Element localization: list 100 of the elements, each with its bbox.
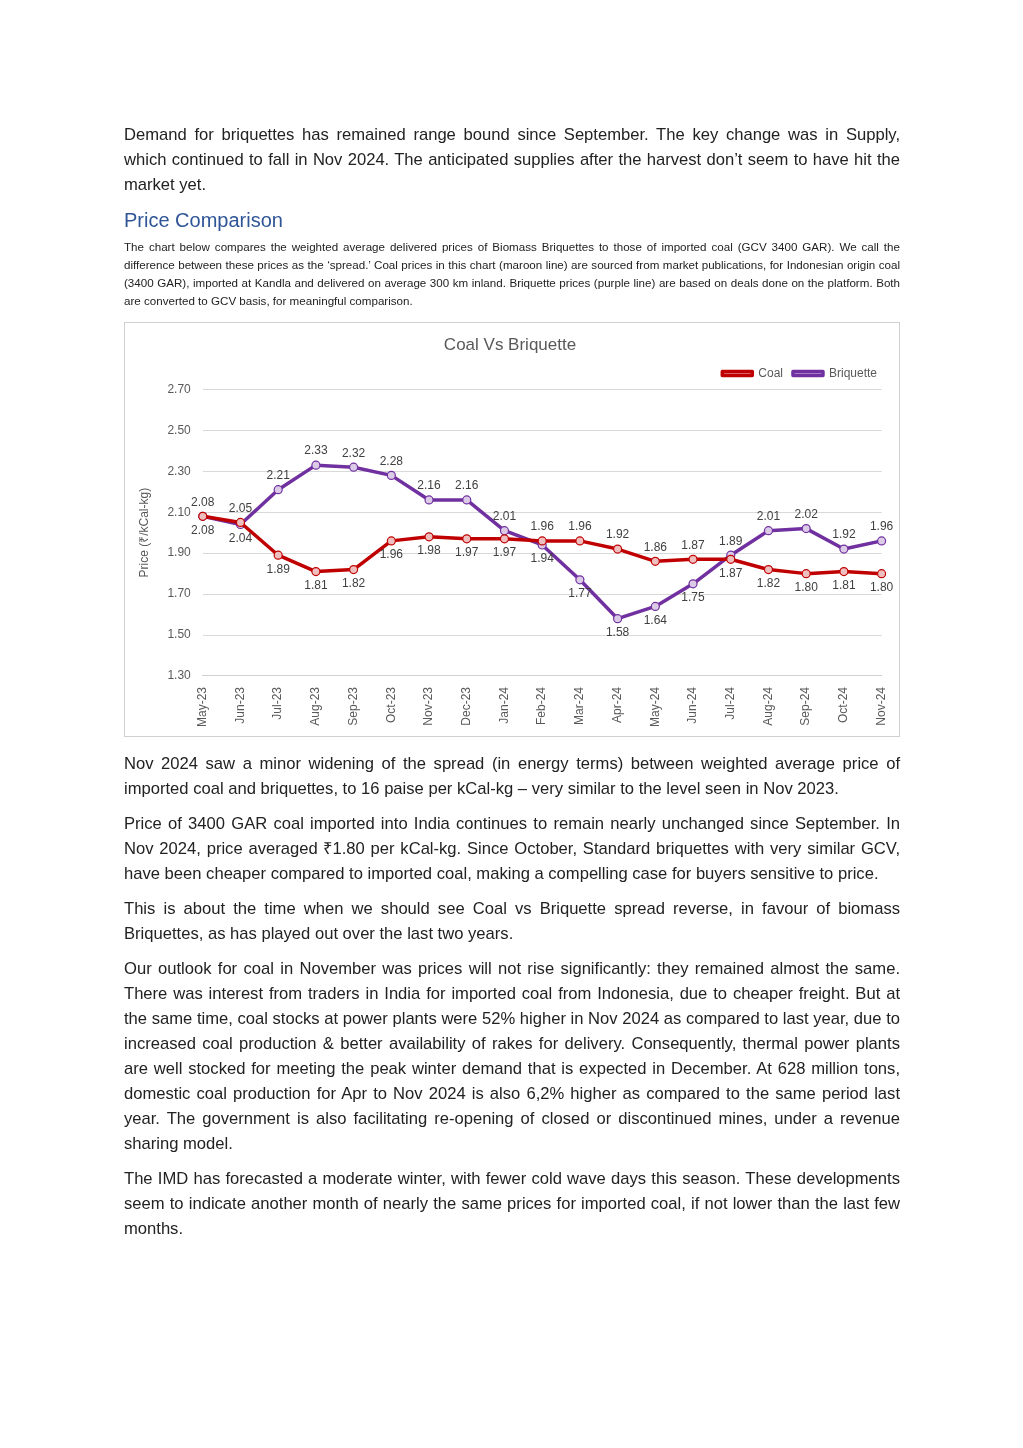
data-label: 2.16 <box>455 478 479 493</box>
point <box>613 544 623 554</box>
data-label: 2.16 <box>417 478 442 493</box>
text: This is about the time when we should see Coal vs Briquette spread reverse, in favour of biomass Briquettes, as has played out over the last two years. <box>124 898 900 945</box>
text: Price of 3400 GAR coal imported into India continues to remain nearly unchanged since September. In Nov 2024, price averaged ₹1.80 per kCal-kg. Since October, Standard briquettes with very similar GCV, have been cheaper compared to imported coal, making a compelling case for buyers sensitive to price. <box>124 813 900 885</box>
x-tick-label: Feb-24 <box>534 686 549 726</box>
x-tick-label: Apr-24 <box>609 686 624 724</box>
point <box>801 569 811 579</box>
data-label: 1.86 <box>643 539 668 554</box>
y-tick-label: 2.50 <box>167 422 192 437</box>
data-label: 2.08 <box>191 494 215 509</box>
data-label: 1.58 <box>605 624 630 639</box>
point <box>386 470 396 480</box>
x-tick-label: Aug-24 <box>760 686 775 726</box>
y-tick-label: 1.90 <box>167 545 192 560</box>
point <box>462 534 472 544</box>
x-tick-label: Aug-23 <box>308 686 323 726</box>
data-label: 1.98 <box>417 543 442 558</box>
data-label: 2.33 <box>304 443 328 458</box>
x-tick-label: May-24 <box>647 686 662 727</box>
point <box>575 575 585 585</box>
y-tick-label: 2.10 <box>167 504 192 519</box>
point <box>877 569 887 579</box>
data-label: 1.87 <box>719 565 743 580</box>
data-label: 1.97 <box>455 545 479 560</box>
point <box>650 556 660 566</box>
text: Nov 2024 saw a minor widening of the spread (in energy terms) between weighted average price of imported coal and briquettes, to 16 paise per kCal-kg – very similar to the level seen in Nov 2023. <box>124 753 900 800</box>
data-label: 1.92 <box>832 527 856 542</box>
point <box>688 579 698 589</box>
data-label: 1.81 <box>304 577 328 592</box>
legend-label: Briquette <box>828 365 878 380</box>
x-tick-label: Jul-23 <box>270 686 285 720</box>
data-label: 1.80 <box>794 579 819 594</box>
data-label: 1.75 <box>681 590 706 605</box>
y-axis-title: Price (₹/kCal-kg) <box>136 487 151 578</box>
text: The IMD has forecasted a moderate winter, with fewer cold wave days this season. These developments seem to indicate another month of nearly the same prices for imported coal, if not lower than the last few months. <box>124 1168 900 1240</box>
data-label: 1.97 <box>492 545 517 560</box>
text: Price Comparison <box>124 209 284 232</box>
point <box>349 564 359 575</box>
point <box>273 550 283 560</box>
point <box>839 566 849 577</box>
point <box>763 526 774 536</box>
data-label: 1.96 <box>379 547 404 562</box>
y-tick-label: 1.70 <box>167 586 192 601</box>
x-tick-label: Jun-24 <box>685 686 700 724</box>
data-label: 2.02 <box>794 506 819 521</box>
data-label: 1.92 <box>605 527 630 542</box>
x-tick-label: Jul-24 <box>723 686 738 720</box>
point <box>839 544 849 554</box>
x-tick-label: Sep-24 <box>798 686 813 726</box>
point <box>499 534 510 544</box>
chart-title: Coal Vs Briquette <box>443 334 577 354</box>
x-tick-label: Oct-24 <box>836 686 851 723</box>
point <box>273 485 283 495</box>
data-label: 1.64 <box>643 612 668 627</box>
data-label: 2.04 <box>228 530 253 545</box>
data-label: 1.87 <box>681 537 706 552</box>
legend-label: Coal <box>758 365 783 380</box>
x-tick-label: May-23 <box>195 686 210 727</box>
point <box>424 495 434 505</box>
data-label: 1.89 <box>266 561 291 576</box>
y-tick-label: 2.70 <box>167 381 192 396</box>
data-label: 1.80 <box>869 579 894 594</box>
x-tick-label: Dec-23 <box>459 686 474 726</box>
text: The chart below compares the weighted average delivered prices of Biomass Briquettes to those of imported coal (GCV 3400 GAR). We call the difference between these prices as the ‘spread.’ Coal prices in this chart (maroon line) are sourced from market publications, for Indonesian origin coal (3400 GAR), imported at Kandla and delivered on average 300 km inland. Briquette prices (purple line) are based on deals done on the platform. Both are converted to GCV basis, for meaningful comparison. <box>124 239 900 309</box>
point <box>462 495 472 505</box>
data-label: 1.82 <box>756 575 781 590</box>
x-tick-label: Nov-24 <box>873 686 888 726</box>
point <box>688 554 698 564</box>
y-tick-label: 1.50 <box>167 627 192 642</box>
data-label: 1.94 <box>530 551 555 566</box>
point <box>349 462 359 472</box>
point <box>575 536 585 546</box>
data-label: 1.96 <box>869 519 894 534</box>
point <box>311 460 321 470</box>
point <box>726 554 736 564</box>
data-label: 1.89 <box>719 533 743 548</box>
data-label: 1.77 <box>568 586 592 601</box>
point <box>537 536 547 546</box>
x-tick-label: Oct-23 <box>383 686 398 723</box>
point <box>877 536 887 546</box>
text: Demand for briquettes has remained range bound since September. The key change was in Supply, which continued to fall in Nov 2024. The anticipated supplies after the harvest don’t seem to have hit the market yet. <box>124 124 900 196</box>
text: Our outlook for coal in November was prices will not rise significantly: they remained almost the same. There was interest from traders in India for imported coal from Indonesia, due to cheaper freight. But at the same time, coal stocks at power plants were 52% higher in Nov 2024 as compared to last year, due to increased coal production & better availability of rakes for delivery. Consequently, thermal power plants are well stocked for meeting the peak winter demand that is expected in December. At 628 million tons, domestic coal production for Apr to Nov 2024 is also 6,2% higher as compared to the same period last year. The government is also facilitating re-opening of closed or discontinued mines, under a revenue sharing model. <box>124 958 900 1155</box>
point <box>801 524 811 534</box>
data-label: 2.32 <box>341 445 366 460</box>
data-label: 2.21 <box>266 468 291 483</box>
data-label: 1.96 <box>530 519 555 534</box>
data-label: 2.01 <box>492 508 517 523</box>
point <box>386 536 396 546</box>
data-label: 2.28 <box>379 453 404 468</box>
point <box>311 566 321 577</box>
data-label: 1.81 <box>832 577 856 592</box>
data-label: 2.05 <box>228 500 253 515</box>
data-label: 1.96 <box>568 519 592 534</box>
data-label: 1.82 <box>341 575 366 590</box>
point <box>650 601 660 611</box>
y-tick-label: 2.30 <box>167 463 192 478</box>
x-tick-label: Jan-24 <box>496 686 511 724</box>
x-tick-label: Sep-23 <box>345 686 360 726</box>
point <box>763 564 774 575</box>
